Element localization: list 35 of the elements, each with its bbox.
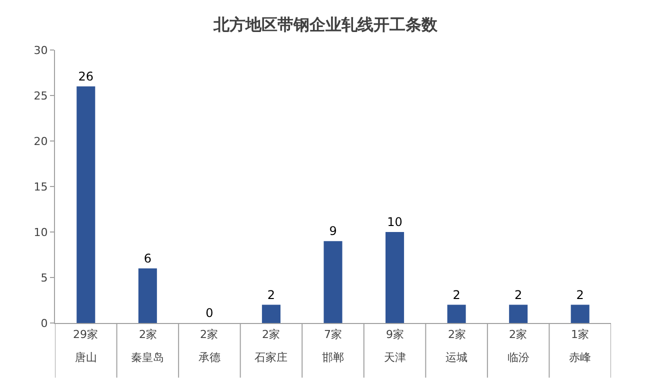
y-tick-label: 5 <box>40 271 48 284</box>
x-tick-label: 赤峰 <box>569 351 592 364</box>
data-label: 0 <box>206 306 214 320</box>
data-label: 6 <box>144 251 152 266</box>
data-label: 9 <box>329 224 337 238</box>
chart-title: 北方地区带钢企业轧线开工条数 <box>212 15 438 34</box>
y-tick-label: 15 <box>34 180 48 194</box>
text: 7家 <box>324 328 342 341</box>
data-label: 2 <box>514 288 522 302</box>
data-label: 10 <box>387 215 402 229</box>
x-tick-label: 唐山 <box>74 351 97 364</box>
x-tick-label: 临汾 <box>507 351 530 364</box>
text: 2家 <box>262 328 280 341</box>
x-tick-label: 天津 <box>384 351 406 364</box>
x-tick-label: 邯郸 <box>322 351 344 364</box>
data-label: 26 <box>78 69 94 84</box>
y-tick-label: 25 <box>34 89 48 102</box>
text: 1家 <box>571 328 589 341</box>
x-tick-label: 承德 <box>198 351 220 364</box>
y-tick-label: 30 <box>34 44 48 57</box>
x-tick-label: 运城 <box>446 351 468 364</box>
x-tick-label: 石家庄 <box>254 351 288 364</box>
y-tick-label: 0 <box>40 316 48 330</box>
y-tick-label: 10 <box>34 226 48 239</box>
text: 2家 <box>200 328 218 341</box>
text: 2家 <box>448 328 466 341</box>
text: 29家 <box>73 328 98 341</box>
data-label: 2 <box>267 288 276 302</box>
text: 9家 <box>386 328 404 341</box>
x-tick-label: 秦皇岛 <box>131 351 164 364</box>
data-label: 2 <box>576 288 584 302</box>
y-tick-label: 20 <box>34 134 48 148</box>
text: 2家 <box>139 328 157 341</box>
data-label: 2 <box>452 288 460 302</box>
text: 2家 <box>509 328 527 341</box>
